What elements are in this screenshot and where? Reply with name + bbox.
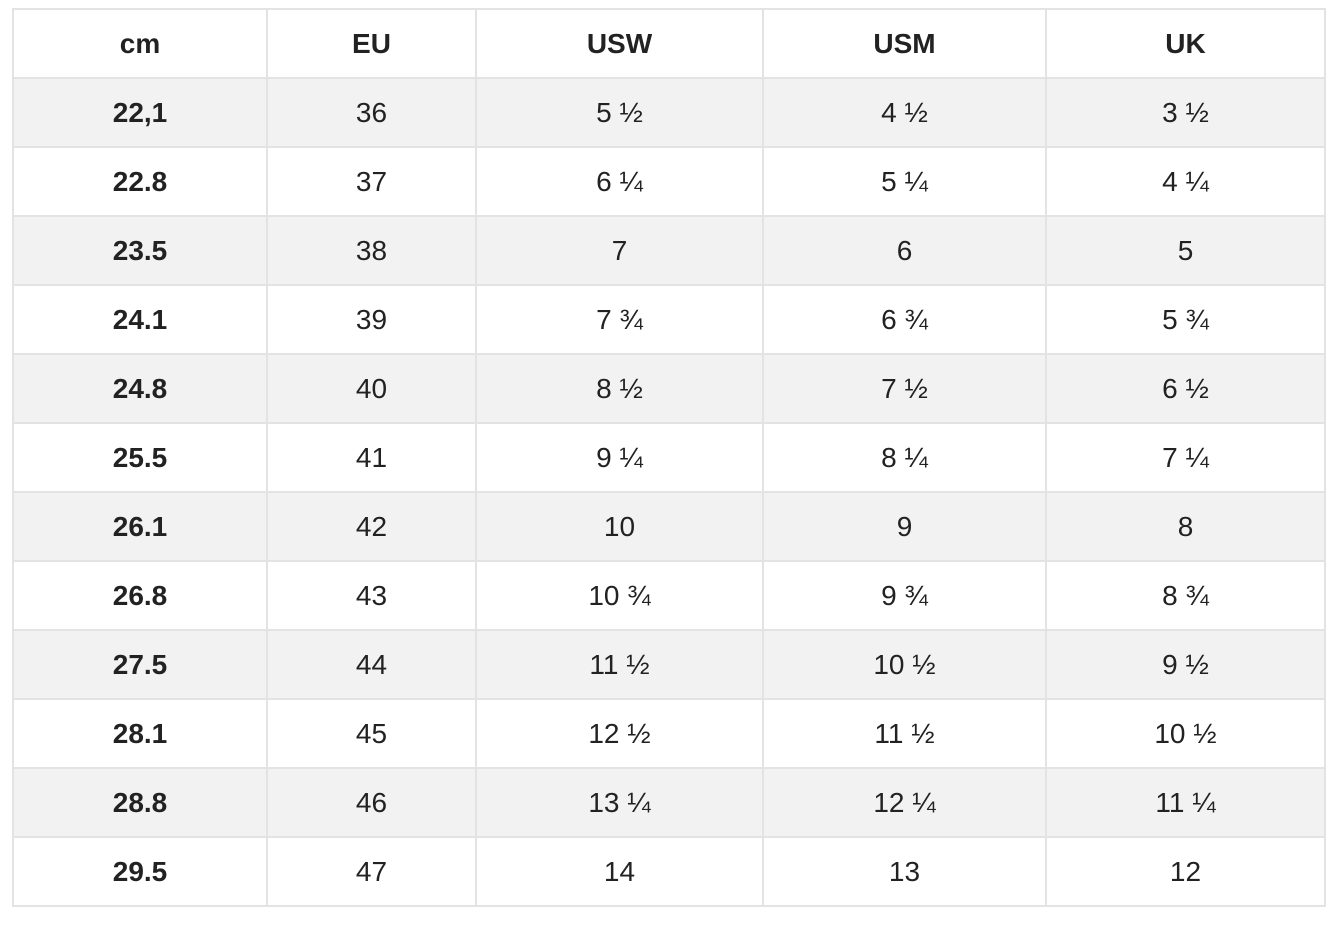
cell-uk: 12 bbox=[1045, 836, 1326, 907]
table-row: 24.8 40 8 ½ 7 ½ 6 ½ bbox=[12, 353, 1326, 424]
cell-usm: 10 ½ bbox=[762, 629, 1047, 700]
cell-usw: 10 bbox=[475, 491, 764, 562]
cell-usw: 7 bbox=[475, 215, 764, 286]
cell-eu: 42 bbox=[266, 491, 477, 562]
size-conversion-table: cm EU USW USM UK 22,1 36 5 ½ 4 ½ 3 ½ 22.… bbox=[12, 8, 1326, 907]
cell-cm: 24.8 bbox=[12, 353, 268, 424]
header-eu: EU bbox=[266, 8, 477, 79]
table-row: 22,1 36 5 ½ 4 ½ 3 ½ bbox=[12, 77, 1326, 148]
cell-uk: 9 ½ bbox=[1045, 629, 1326, 700]
cell-uk: 3 ½ bbox=[1045, 77, 1326, 148]
cell-usw: 12 ½ bbox=[475, 698, 764, 769]
cell-eu: 41 bbox=[266, 422, 477, 493]
cell-usm: 5 ¼ bbox=[762, 146, 1047, 217]
cell-usm: 6 bbox=[762, 215, 1047, 286]
cell-usm: 7 ½ bbox=[762, 353, 1047, 424]
cell-cm: 23.5 bbox=[12, 215, 268, 286]
cell-uk: 8 ¾ bbox=[1045, 560, 1326, 631]
cell-cm: 29.5 bbox=[12, 836, 268, 907]
cell-uk: 4 ¼ bbox=[1045, 146, 1326, 217]
cell-usw: 14 bbox=[475, 836, 764, 907]
cell-uk: 7 ¼ bbox=[1045, 422, 1326, 493]
cell-cm: 24.1 bbox=[12, 284, 268, 355]
cell-cm: 27.5 bbox=[12, 629, 268, 700]
cell-eu: 36 bbox=[266, 77, 477, 148]
cell-uk: 8 bbox=[1045, 491, 1326, 562]
cell-usw: 5 ½ bbox=[475, 77, 764, 148]
table-body: 22,1 36 5 ½ 4 ½ 3 ½ 22.8 37 6 ¼ 5 ¼ 4 ¼ … bbox=[12, 77, 1326, 907]
table-row: 25.5 41 9 ¼ 8 ¼ 7 ¼ bbox=[12, 422, 1326, 493]
cell-cm: 22.8 bbox=[12, 146, 268, 217]
cell-eu: 40 bbox=[266, 353, 477, 424]
cell-eu: 43 bbox=[266, 560, 477, 631]
table-row: 28.1 45 12 ½ 11 ½ 10 ½ bbox=[12, 698, 1326, 769]
cell-cm: 22,1 bbox=[12, 77, 268, 148]
table-row: 29.5 47 14 13 12 bbox=[12, 836, 1326, 907]
cell-usw: 13 ¼ bbox=[475, 767, 764, 838]
cell-uk: 11 ¼ bbox=[1045, 767, 1326, 838]
cell-cm: 26.1 bbox=[12, 491, 268, 562]
cell-usm: 13 bbox=[762, 836, 1047, 907]
table-row: 26.8 43 10 ¾ 9 ¾ 8 ¾ bbox=[12, 560, 1326, 631]
header-cm: cm bbox=[12, 8, 268, 79]
table-row: 24.1 39 7 ¾ 6 ¾ 5 ¾ bbox=[12, 284, 1326, 355]
size-chart: cm EU USW USM UK 22,1 36 5 ½ 4 ½ 3 ½ 22.… bbox=[12, 8, 1326, 907]
cell-usm: 12 ¼ bbox=[762, 767, 1047, 838]
cell-usw: 10 ¾ bbox=[475, 560, 764, 631]
cell-usm: 4 ½ bbox=[762, 77, 1047, 148]
cell-eu: 45 bbox=[266, 698, 477, 769]
cell-uk: 5 bbox=[1045, 215, 1326, 286]
table-header: cm EU USW USM UK bbox=[12, 8, 1326, 79]
header-row: cm EU USW USM UK bbox=[12, 8, 1326, 79]
cell-uk: 6 ½ bbox=[1045, 353, 1326, 424]
cell-uk: 5 ¾ bbox=[1045, 284, 1326, 355]
cell-usw: 9 ¼ bbox=[475, 422, 764, 493]
cell-usm: 6 ¾ bbox=[762, 284, 1047, 355]
table-row: 27.5 44 11 ½ 10 ½ 9 ½ bbox=[12, 629, 1326, 700]
cell-eu: 47 bbox=[266, 836, 477, 907]
cell-usm: 11 ½ bbox=[762, 698, 1047, 769]
cell-eu: 37 bbox=[266, 146, 477, 217]
cell-cm: 26.8 bbox=[12, 560, 268, 631]
table-row: 26.1 42 10 9 8 bbox=[12, 491, 1326, 562]
cell-cm: 25.5 bbox=[12, 422, 268, 493]
header-uk: UK bbox=[1045, 8, 1326, 79]
cell-usw: 8 ½ bbox=[475, 353, 764, 424]
cell-eu: 46 bbox=[266, 767, 477, 838]
table-row: 28.8 46 13 ¼ 12 ¼ 11 ¼ bbox=[12, 767, 1326, 838]
cell-cm: 28.1 bbox=[12, 698, 268, 769]
cell-usm: 9 ¾ bbox=[762, 560, 1047, 631]
cell-eu: 38 bbox=[266, 215, 477, 286]
cell-eu: 39 bbox=[266, 284, 477, 355]
cell-eu: 44 bbox=[266, 629, 477, 700]
cell-cm: 28.8 bbox=[12, 767, 268, 838]
table-row: 22.8 37 6 ¼ 5 ¼ 4 ¼ bbox=[12, 146, 1326, 217]
cell-usw: 7 ¾ bbox=[475, 284, 764, 355]
cell-usm: 8 ¼ bbox=[762, 422, 1047, 493]
cell-usw: 11 ½ bbox=[475, 629, 764, 700]
table-row: 23.5 38 7 6 5 bbox=[12, 215, 1326, 286]
header-usm: USM bbox=[762, 8, 1047, 79]
header-usw: USW bbox=[475, 8, 764, 79]
cell-usm: 9 bbox=[762, 491, 1047, 562]
cell-usw: 6 ¼ bbox=[475, 146, 764, 217]
cell-uk: 10 ½ bbox=[1045, 698, 1326, 769]
